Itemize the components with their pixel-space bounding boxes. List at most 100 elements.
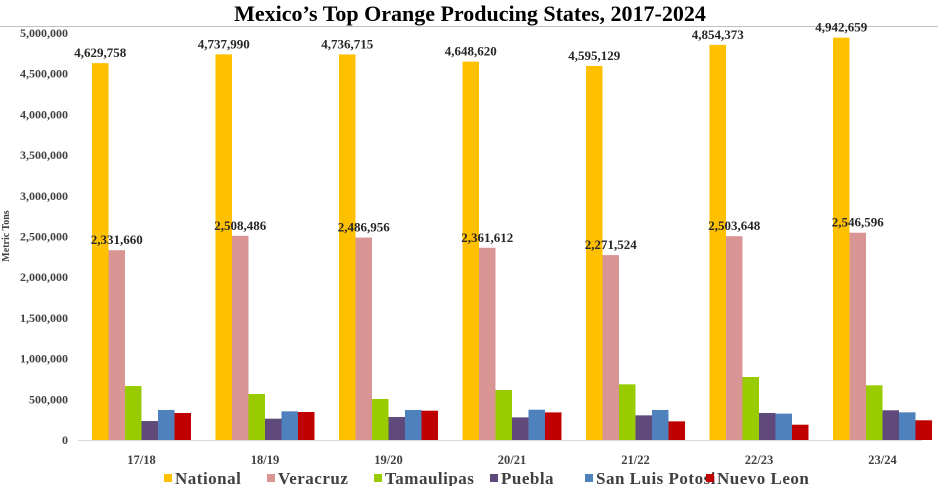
bar-san-luis-potosi-20-21 (528, 409, 545, 440)
bar-veracruz-23-24 (849, 232, 866, 440)
bar-nuevo-leon-17-18 (174, 412, 191, 440)
x-tick-label: 20/21 (498, 453, 526, 467)
y-tick-label: 3,500,000 (20, 148, 68, 162)
legend-item-san-luis-potosi: San Luis Potosi (585, 469, 716, 486)
bar-nuevo-leon-22-23 (792, 424, 809, 440)
bar-national-18-19 (215, 54, 232, 441)
y-tick-label: 0 (62, 433, 68, 447)
data-label-national: 4,648,620 (445, 44, 497, 59)
bar-national-23-24 (833, 37, 850, 441)
chart-title: Mexico’s Top Orange Producing States, 20… (234, 1, 706, 26)
legend-item-puebla: Puebla (490, 469, 554, 486)
data-label-national: 4,854,373 (692, 27, 745, 42)
bar-nuevo-leon-19-20 (421, 410, 438, 440)
legend-label: Veracruz (278, 469, 348, 486)
bar-national-21-22 (586, 65, 603, 441)
bar-puebla-18-19 (265, 418, 282, 440)
legend-label: National (175, 469, 241, 486)
legend-item-veracruz: Veracruz (267, 469, 348, 486)
legend-item-nuevo-leon: Nuevo Leon (706, 469, 809, 486)
y-tick-label: 2,500,000 (20, 230, 68, 244)
bar-san-luis-potosi-17-18 (158, 409, 175, 440)
x-tick-label: 19/20 (374, 453, 402, 467)
bar-tamaulipas-21-22 (619, 384, 636, 440)
bar-veracruz-18-19 (232, 235, 249, 440)
legend-swatch (164, 474, 172, 482)
data-label-national: 4,736,715 (321, 36, 374, 51)
data-label-veracruz: 2,331,660 (91, 232, 143, 247)
bar-san-luis-potosi-19-20 (405, 409, 422, 440)
y-tick-label: 2,000,000 (20, 270, 68, 284)
legend-item-national: National (164, 469, 241, 486)
bar-national-22-23 (709, 44, 726, 441)
bar-puebla-17-18 (141, 421, 158, 440)
bar-san-luis-potosi-21-22 (652, 409, 669, 440)
bar-nuevo-leon-20-21 (545, 412, 562, 440)
bar-puebla-22-23 (759, 412, 776, 440)
y-axis: 0 500,000 1,000,000 1,500,000 2,000,000 2,500… (20, 26, 68, 447)
bar-san-luis-potosi-18-19 (281, 411, 298, 440)
bar-puebla-20-21 (512, 417, 529, 440)
bar-tamaulipas-19-20 (372, 398, 389, 440)
bar-national-20-21 (462, 61, 479, 441)
bar-veracruz-19-20 (355, 237, 372, 440)
data-labels: 4,629,758 2,331,660 4,737,990 2,508,486 4,73… (74, 20, 884, 252)
bar-tamaulipas-23-24 (866, 385, 883, 440)
data-label-national: 4,629,758 (74, 45, 127, 60)
x-tick-label: 23/24 (868, 453, 897, 467)
bar-tamaulipas-18-19 (248, 394, 265, 440)
legend-label: Tamaulipas (385, 469, 474, 486)
bar-national-17-18 (92, 63, 109, 441)
bar-tamaulipas-22-23 (742, 376, 759, 440)
y-tick-label: 1,500,000 (20, 311, 68, 325)
legend-swatch (585, 474, 593, 482)
bar-veracruz-22-23 (726, 236, 743, 440)
data-label-veracruz: 2,503,648 (708, 218, 761, 233)
bars (92, 37, 932, 441)
bar-veracruz-20-21 (479, 247, 496, 440)
data-label-veracruz: 2,508,486 (214, 218, 267, 233)
data-label-veracruz: 2,361,612 (461, 230, 513, 245)
legend-swatch (490, 474, 498, 482)
y-tick-label: 1,000,000 (20, 352, 68, 366)
x-tick-label: 21/22 (621, 453, 649, 467)
y-tick-label: 4,000,000 (20, 107, 68, 121)
legend-label: Puebla (501, 469, 554, 486)
y-axis-label: Metric Tons (1, 210, 12, 261)
bar-san-luis-potosi-22-23 (775, 413, 792, 440)
x-tick-label: 22/23 (745, 453, 773, 467)
legend-swatch (706, 474, 714, 482)
x-axis: 17/18 18/19 19/20 20/21 21/22 22/23 23/24 (127, 453, 897, 467)
y-tick-label: 4,500,000 (20, 67, 68, 81)
y-tick-label: 5,000,000 (20, 26, 68, 40)
data-label-national: 4,595,129 (568, 48, 621, 63)
y-tick-label: 500,000 (29, 392, 68, 406)
x-tick-label: 17/18 (127, 453, 155, 467)
legend-item-tamaulipas: Tamaulipas (374, 469, 474, 486)
bar-veracruz-17-18 (108, 250, 125, 440)
legend: National Veracruz Tamaulipas Puebla San Luis… (164, 469, 809, 486)
bar-tamaulipas-20-21 (495, 390, 512, 440)
y-tick-label: 3,000,000 (20, 189, 68, 203)
bar-puebla-19-20 (388, 416, 405, 440)
legend-swatch (267, 474, 275, 482)
bar-tamaulipas-17-18 (125, 386, 142, 440)
legend-label: Nuevo Leon (717, 469, 809, 486)
data-label-veracruz: 2,271,524 (585, 237, 638, 252)
data-label-national: 4,737,990 (198, 36, 250, 51)
bar-veracruz-21-22 (602, 255, 619, 440)
bar-nuevo-leon-18-19 (298, 411, 315, 440)
x-tick-label: 18/19 (251, 453, 279, 467)
data-label-veracruz: 2,546,596 (832, 215, 885, 230)
bar-national-19-20 (339, 54, 356, 441)
bar-puebla-23-24 (882, 410, 899, 440)
legend-swatch (374, 474, 382, 482)
data-label-veracruz: 2,486,956 (338, 220, 391, 235)
bar-puebla-21-22 (635, 415, 652, 440)
data-label-national: 4,942,659 (815, 20, 868, 35)
bar-san-luis-potosi-23-24 (899, 412, 916, 440)
bar-nuevo-leon-23-24 (915, 420, 932, 440)
legend-label: San Luis Potosi (596, 469, 716, 486)
bar-nuevo-leon-21-22 (668, 421, 685, 440)
